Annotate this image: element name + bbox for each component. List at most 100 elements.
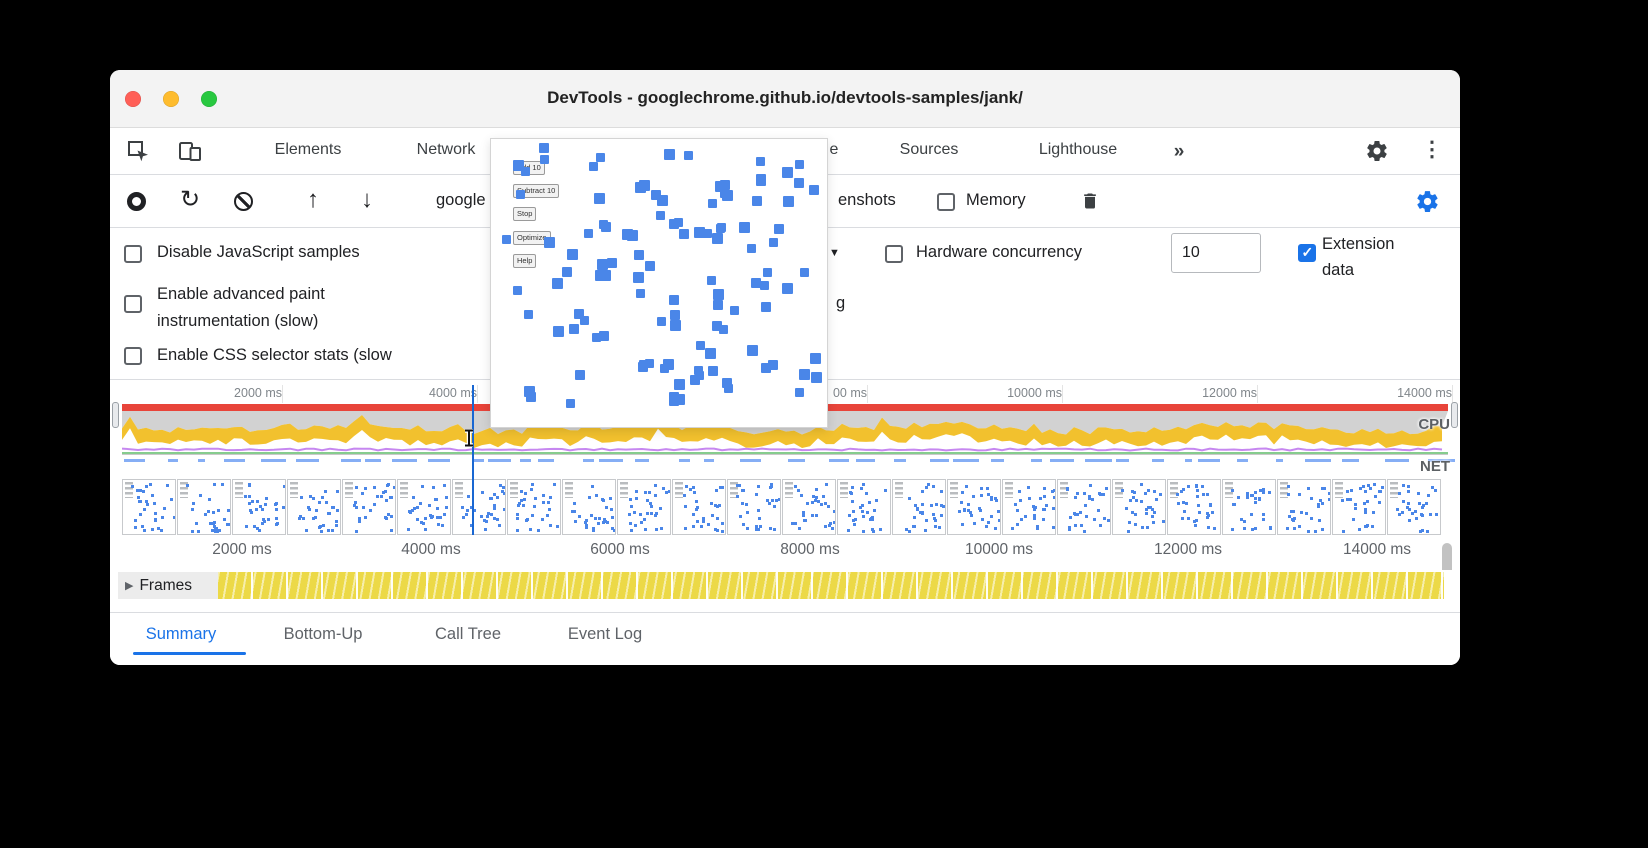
history-select-fragment[interactable]: google [436, 191, 486, 209]
filmstrip-frame[interactable] [342, 479, 396, 535]
filmstrip-frame[interactable] [617, 479, 671, 535]
collect-garbage-icon[interactable] [1080, 191, 1100, 211]
close-button[interactable] [125, 91, 141, 107]
filmstrip-frame[interactable] [507, 479, 561, 535]
preview-square [513, 160, 524, 171]
clear-icon[interactable] [234, 192, 253, 211]
filmstrip-frame[interactable] [672, 479, 726, 535]
preview-square [601, 222, 611, 232]
advanced-paint-label[interactable]: Enable advanced paint instrumentation (sl… [157, 285, 325, 330]
filmstrip-frame[interactable] [837, 479, 891, 535]
memory-checkbox[interactable] [937, 193, 955, 211]
save-profile-icon[interactable]: ↓ [361, 186, 373, 213]
reload-and-record-icon[interactable]: ↻ [179, 186, 201, 213]
tab-network[interactable]: Network [416, 141, 476, 158]
hardware-concurrency-checkbox[interactable] [885, 245, 903, 263]
playhead[interactable] [472, 385, 474, 535]
thumbnail-buttons-glyph [675, 482, 683, 498]
hardware-concurrency-input[interactable] [1171, 233, 1261, 273]
filmstrip-frame[interactable] [1167, 479, 1221, 535]
overview-ruler-label: 12000 ms [1202, 386, 1257, 400]
net-request-segment [473, 459, 484, 462]
filmstrip-frame[interactable] [892, 479, 946, 535]
hardware-concurrency-label[interactable]: Hardware concurrency [916, 243, 1082, 261]
overview-ruler-label-fragment: 00 ms [832, 386, 867, 400]
capture-settings-gear-icon[interactable] [1415, 189, 1440, 214]
preview-square [811, 372, 822, 383]
preview-square [521, 167, 530, 176]
zoom-button[interactable] [201, 91, 217, 107]
preview-square [562, 267, 572, 277]
frames-track-label: Frames [139, 576, 193, 594]
frames-track-header[interactable]: ▶ Frames [118, 572, 218, 599]
net-request-segment [1152, 459, 1164, 462]
net-request-segment [1085, 459, 1112, 462]
ruler-label: 14000 ms [1342, 541, 1412, 558]
tab-performance-fragment[interactable]: e [829, 141, 839, 158]
preview-square [684, 151, 693, 160]
preview-square [502, 235, 511, 244]
tab-event-log[interactable]: Event Log [567, 625, 643, 643]
tab-lighthouse[interactable]: Lighthouse [1038, 141, 1118, 158]
partially-presented-frames-bar[interactable] [218, 572, 1444, 599]
net-request-segment [679, 459, 690, 462]
screenshot-preview-tooltip: Add 10 Subtract 10 Stop Optimize Help [490, 138, 828, 428]
preview-square [708, 366, 718, 376]
tab-sources[interactable]: Sources [899, 141, 959, 158]
preview-square [574, 309, 584, 319]
screenshots-label-fragment[interactable]: enshots [838, 191, 896, 209]
filmstrip-frame[interactable] [727, 479, 781, 535]
filmstrip-frame[interactable] [1057, 479, 1111, 535]
memory-label[interactable]: Memory [966, 191, 1026, 209]
inspect-icon[interactable] [126, 139, 150, 163]
cpu-throttle-caret-icon[interactable]: ▼ [829, 247, 840, 259]
kebab-menu-icon[interactable]: ⋮ [1421, 138, 1443, 161]
tab-summary[interactable]: Summary [145, 625, 217, 643]
net-request-segment [1031, 459, 1042, 462]
settings-gear-icon[interactable] [1365, 139, 1389, 163]
load-profile-icon[interactable]: ↑ [307, 186, 319, 213]
filmstrip-frame[interactable] [287, 479, 341, 535]
overview-left-handle[interactable] [112, 402, 119, 428]
more-tabs-chevron-icon[interactable]: » [1173, 141, 1185, 162]
overview-right-handle[interactable] [1451, 402, 1458, 428]
filmstrip-frame[interactable] [1332, 479, 1386, 535]
filmstrip-frame[interactable] [122, 479, 176, 535]
preview-square [747, 244, 756, 253]
disable-js-samples-label[interactable]: Disable JavaScript samples [157, 243, 360, 261]
filmstrip-frame[interactable] [562, 479, 616, 535]
filmstrip-frame[interactable] [1387, 479, 1441, 535]
disable-js-samples-checkbox[interactable] [124, 245, 142, 263]
record-icon[interactable] [127, 192, 146, 211]
extension-data-checkbox[interactable] [1298, 244, 1316, 262]
disclosure-triangle-icon[interactable]: ▶ [125, 580, 134, 592]
net-request-segment [991, 459, 1004, 462]
thumbnail-buttons-glyph [785, 482, 793, 498]
filmstrip-frame[interactable] [1222, 479, 1276, 535]
css-selector-stats-label[interactable]: Enable CSS selector stats (slow [157, 346, 392, 364]
advanced-paint-checkbox[interactable] [124, 295, 142, 313]
net-request-segment [296, 459, 319, 462]
tab-bottom-up[interactable]: Bottom-Up [283, 625, 363, 643]
filmstrip-frame[interactable] [782, 479, 836, 535]
extension-data-label[interactable]: Extension data [1322, 235, 1395, 279]
net-request-segment [1305, 459, 1331, 462]
preview-square [739, 222, 750, 233]
filmstrip-frame[interactable] [1002, 479, 1056, 535]
preview-square [800, 268, 809, 277]
css-selector-stats-checkbox[interactable] [124, 347, 142, 365]
filmstrip-frame[interactable] [452, 479, 506, 535]
filmstrip-frame[interactable] [397, 479, 451, 535]
tab-elements[interactable]: Elements [274, 141, 342, 158]
filmstrip-frame[interactable] [1112, 479, 1166, 535]
device-toolbar-icon[interactable] [178, 139, 202, 163]
preview-square [539, 143, 549, 153]
filmstrip [122, 479, 1448, 535]
tab-call-tree[interactable]: Call Tree [434, 625, 502, 643]
filmstrip-frame[interactable] [232, 479, 286, 535]
filmstrip-frame[interactable] [947, 479, 1001, 535]
net-request-segment [1198, 459, 1220, 462]
filmstrip-frame[interactable] [177, 479, 231, 535]
filmstrip-frame[interactable] [1277, 479, 1331, 535]
minimize-button[interactable] [163, 91, 179, 107]
